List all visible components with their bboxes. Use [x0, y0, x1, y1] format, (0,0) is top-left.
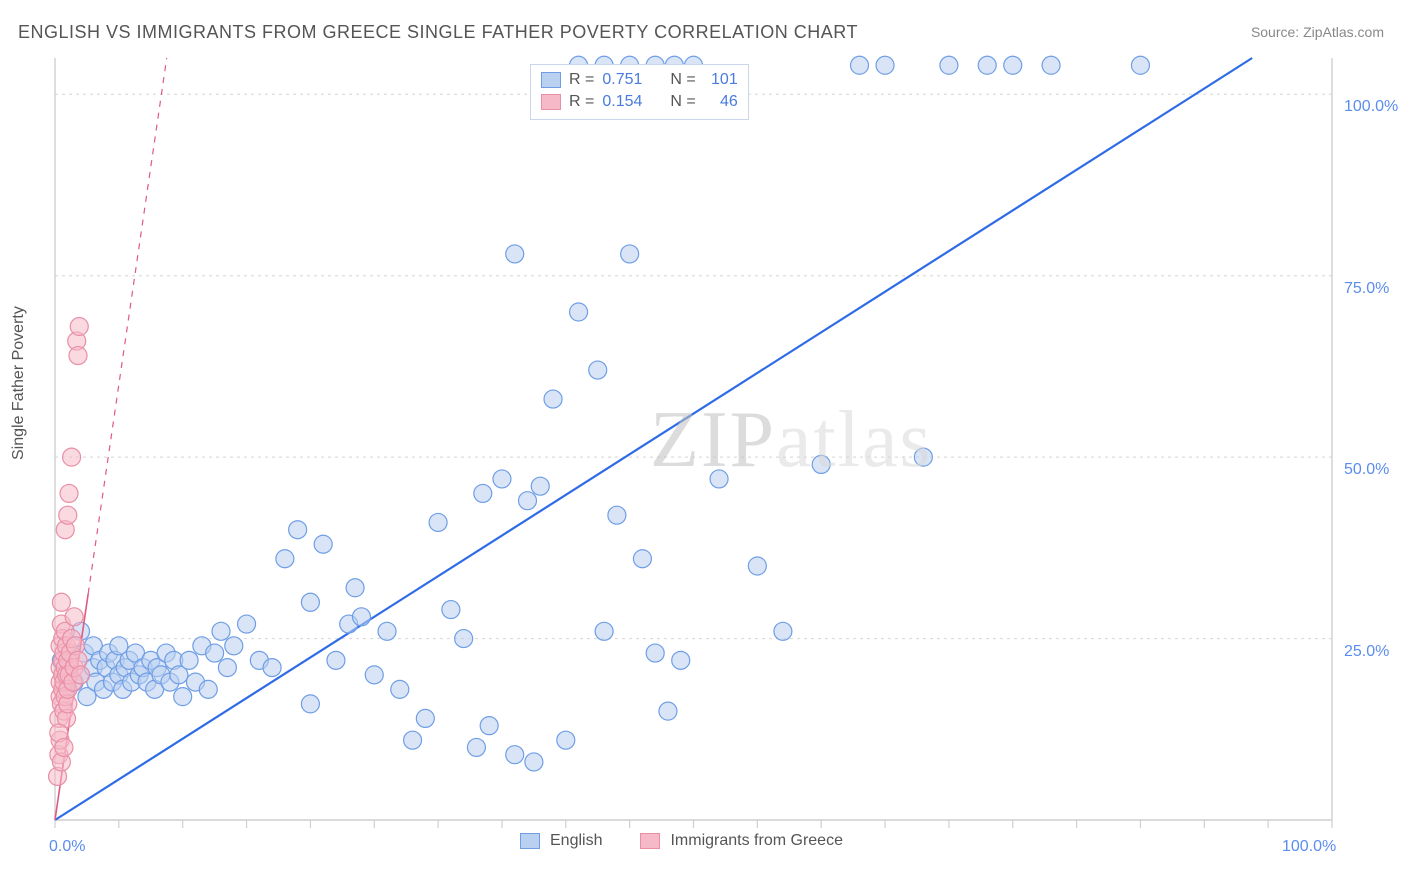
- legend-n-label: N =: [670, 71, 695, 89]
- legend-swatch: [640, 833, 660, 849]
- legend-r-label: R =: [569, 71, 594, 89]
- legend-swatch: [520, 833, 540, 849]
- legend-bottom: English Immigrants from Greece: [520, 832, 843, 850]
- legend-swatch: [541, 72, 561, 88]
- legend-r-value: 0.154: [602, 93, 642, 111]
- legend-n-label: N =: [670, 93, 695, 111]
- legend-n-value: 101: [704, 71, 738, 89]
- legend-series-label: English: [550, 832, 602, 850]
- x-tick-label: 100.0%: [1282, 838, 1336, 856]
- x-tick-label: 0.0%: [49, 838, 85, 856]
- legend-stats-box: R = 0.751 N = 101 R = 0.154 N = 46: [530, 64, 749, 120]
- scatter-plot-svg: [0, 0, 1406, 892]
- y-tick-label: 100.0%: [1344, 98, 1398, 116]
- legend-stat-row: R = 0.154 N = 46: [541, 91, 738, 113]
- legend-swatch: [541, 94, 561, 110]
- y-tick-label: 25.0%: [1344, 643, 1389, 661]
- legend-stat-row: R = 0.751 N = 101: [541, 69, 738, 91]
- y-tick-label: 75.0%: [1344, 280, 1389, 298]
- legend-r-label: R =: [569, 93, 594, 111]
- chart-container: ENGLISH VS IMMIGRANTS FROM GREECE SINGLE…: [0, 0, 1406, 892]
- legend-r-value: 0.751: [602, 71, 642, 89]
- legend-series-label: Immigrants from Greece: [670, 832, 842, 850]
- legend-n-value: 46: [704, 93, 738, 111]
- y-tick-label: 50.0%: [1344, 461, 1389, 479]
